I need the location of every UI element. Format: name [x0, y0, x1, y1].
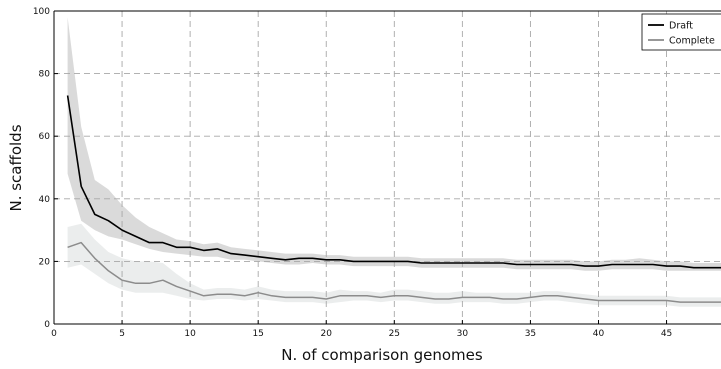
grid-lines: [54, 11, 721, 324]
x-tick-label: 0: [51, 329, 57, 339]
x-axis-ticks: 0 5 10 15 20 25 30 35 40 45: [51, 320, 672, 339]
y-tick-label: 20: [39, 257, 51, 267]
legend-box: [641, 13, 721, 51]
y-tick-label: 40: [39, 195, 51, 205]
series-line-complete: [67, 241, 721, 303]
y-axis-label: N. scaffolds: [7, 124, 25, 211]
axes-frame: [53, 10, 721, 325]
x-tick-label: 40: [593, 329, 605, 339]
x-tick-label: 25: [389, 329, 400, 339]
band-complete: [67, 223, 721, 307]
series-line-draft: [66, 95, 721, 269]
y-axis-ticks: 0 20 40 60 80 100: [33, 7, 58, 330]
x-axis-label: N. of comparison genomes: [281, 346, 483, 364]
x-tick-label: 5: [119, 329, 125, 339]
y-tick-label: 60: [39, 132, 51, 142]
y-tick-label: 0: [44, 320, 50, 330]
x-tick-label: 10: [184, 329, 196, 339]
y-tick-label: 80: [39, 70, 51, 80]
x-tick-label: 20: [321, 329, 333, 339]
legend-label-draft: Draft: [669, 21, 693, 32]
legend-label-complete: Complete: [669, 36, 715, 47]
y-tick-label: 100: [33, 7, 50, 17]
x-tick-label: 30: [457, 329, 469, 339]
x-tick-label: 35: [525, 329, 536, 339]
x-tick-label: 45: [661, 329, 672, 339]
confidence-bands: [67, 17, 721, 307]
x-tick-label: 15: [252, 329, 263, 339]
series-lines: [66, 95, 721, 303]
legend: Draft Complete: [641, 13, 721, 51]
